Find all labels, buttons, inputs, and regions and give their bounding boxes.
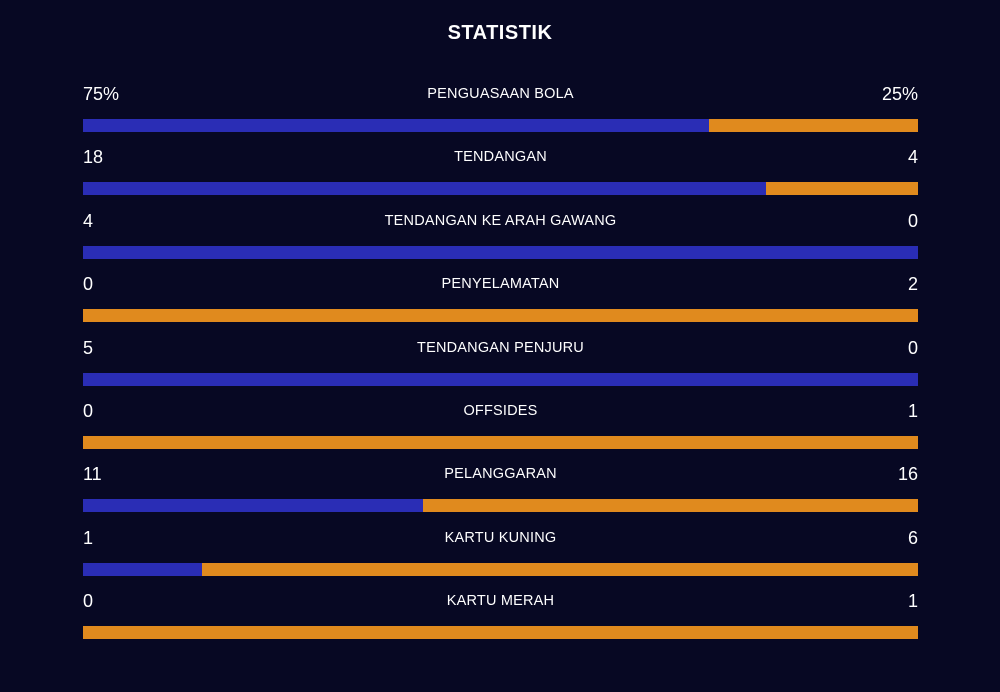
- stat-row-offsides: 0 OFFSIDES 1: [83, 397, 918, 460]
- stat-label: TENDANGAN: [454, 149, 547, 166]
- home-bar-fill: [83, 372, 918, 386]
- home-value: 11: [83, 464, 102, 485]
- home-value: 0: [83, 400, 94, 421]
- stat-label: KARTU MERAH: [446, 593, 555, 610]
- comparison-bar: [83, 499, 918, 513]
- away-bar-fill: [202, 562, 918, 576]
- stats-title: STATISTIK: [447, 22, 553, 44]
- comparison-bar: [83, 626, 918, 640]
- comparison-bar: [83, 309, 918, 323]
- stat-row-fouls: 11 PELANGGARAN 16: [83, 460, 918, 523]
- home-value: 5: [83, 337, 94, 358]
- comparison-bar: [83, 119, 918, 132]
- away-value: 4: [907, 147, 918, 168]
- comparison-bar: [83, 182, 918, 196]
- away-value: 1: [907, 400, 918, 421]
- stat-label: TENDANGAN PENJURU: [417, 339, 584, 356]
- stat-row-shots-on-target: 4 TENDANGAN KE ARAH GAWANG 0: [83, 207, 918, 270]
- stat-label: PENYELAMATAN: [441, 276, 560, 293]
- home-bar-fill: [83, 499, 423, 513]
- stat-row-corners: 5 TENDANGAN PENJURU 0: [83, 334, 918, 397]
- comparison-bar: [83, 245, 918, 259]
- stat-label: PELANGGARAN: [444, 466, 557, 483]
- away-bar-fill: [83, 309, 918, 323]
- home-bar-fill: [83, 119, 710, 132]
- away-value: 2: [907, 274, 918, 295]
- home-bar-fill: [83, 182, 767, 196]
- away-value: 1: [907, 591, 918, 612]
- stat-label: OFFSIDES: [463, 402, 538, 419]
- comparison-bar: [83, 562, 918, 576]
- away-bar-fill: [709, 119, 918, 132]
- stat-row-saves: 0 PENYELAMATAN 2: [83, 270, 918, 333]
- home-value: 18: [83, 147, 104, 168]
- away-value: 0: [907, 337, 918, 358]
- stat-row-possession: 75% PENGUASAAN BOLA 25%: [83, 80, 918, 143]
- away-bar-fill: [766, 182, 918, 196]
- stat-label: TENDANGAN KE ARAH GAWANG: [384, 212, 617, 229]
- stat-label: KARTU KUNING: [444, 529, 557, 546]
- stat-row-shots: 18 TENDANGAN 4: [83, 143, 918, 206]
- stat-label: PENGUASAAN BOLA: [427, 86, 574, 102]
- away-bar-fill: [422, 499, 918, 513]
- home-value: 4: [83, 210, 94, 231]
- stat-row-red-cards: 0 KARTU MERAH 1: [83, 587, 918, 650]
- home-value: 0: [83, 274, 94, 295]
- away-value: 6: [907, 527, 918, 548]
- away-value: 25%: [881, 84, 918, 104]
- home-value: 75%: [83, 84, 120, 104]
- home-value: 0: [83, 591, 94, 612]
- away-value: 0: [907, 210, 918, 231]
- home-bar-fill: [83, 562, 203, 576]
- away-bar-fill: [83, 435, 918, 449]
- home-bar-fill: [83, 245, 918, 259]
- away-value: 16: [897, 464, 918, 485]
- comparison-bar: [83, 435, 918, 449]
- away-bar-fill: [83, 626, 918, 640]
- stats-list: 75% PENGUASAAN BOLA 25% 18 TENDANGAN 4 4…: [83, 80, 918, 651]
- home-value: 1: [83, 527, 94, 548]
- comparison-bar: [83, 372, 918, 386]
- stat-row-yellow-cards: 1 KARTU KUNING 6: [83, 524, 918, 587]
